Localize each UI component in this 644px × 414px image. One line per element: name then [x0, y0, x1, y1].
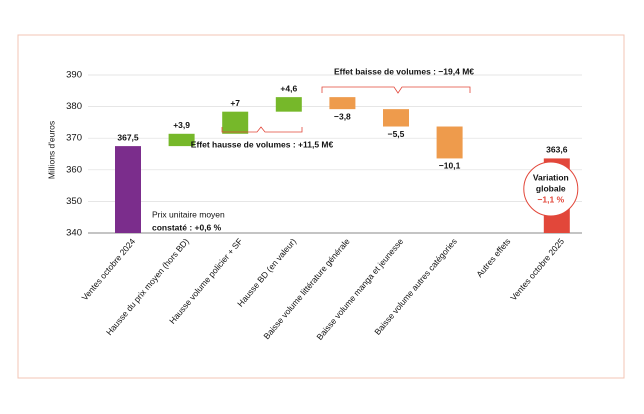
y-tick-label: 340: [66, 228, 82, 239]
bar: [168, 133, 195, 147]
value-label: +7: [230, 98, 240, 108]
value-label: −3,8: [334, 111, 351, 121]
bar: [383, 109, 409, 127]
y-tick-label: 370: [66, 133, 82, 144]
annotation: −1,1 %: [537, 194, 564, 204]
y-axis-label: Millions d'euros: [46, 121, 56, 179]
value-label: 367,5: [117, 132, 139, 142]
annotation: Variation: [533, 172, 569, 182]
value-label: +4,6: [280, 83, 297, 93]
x-tick-label: Ventes octobre 2024: [79, 236, 137, 302]
y-tick-label: 350: [66, 196, 82, 207]
y-tick-label: 360: [66, 164, 82, 175]
annotation: Prix unitaire moyen: [152, 209, 225, 219]
bracket: [321, 86, 471, 94]
bar: [222, 111, 249, 134]
x-tick-label: Ventes octobre 2025: [508, 236, 566, 302]
bar: [329, 97, 356, 110]
annotation: globale: [536, 183, 566, 193]
bar: [115, 146, 141, 233]
callout-circle: [523, 161, 579, 217]
y-tick-label: 390: [66, 70, 82, 81]
value-label: +3,9: [173, 120, 190, 130]
value-label: 363,6: [546, 145, 568, 155]
annotation: Effet hausse de volumes : +11,5 M€: [191, 139, 334, 149]
x-tick-label: Baisse volume manga et jeunesse: [314, 236, 405, 342]
annotation: constaté : +0,6 %: [152, 222, 222, 232]
bracket: [221, 126, 303, 133]
value-label: −10,1: [439, 161, 461, 171]
y-tick-label: 380: [66, 101, 82, 112]
frame: [17, 34, 625, 379]
grid: 340 350 360 370 380 390 Ventes octobre 2024 Hau…: [66, 70, 582, 342]
value-label: −5,5: [388, 129, 405, 139]
bar: [436, 126, 463, 159]
x-tick-label: Baisse volume littérature générale: [261, 236, 351, 341]
annotation: Effet baisse de volumes : −19,4 M€: [334, 66, 474, 76]
x-tick-label: Autres effets: [474, 236, 512, 279]
bar: [275, 97, 302, 112]
x-tick-label: Hausse BD (en valeur): [235, 236, 298, 308]
